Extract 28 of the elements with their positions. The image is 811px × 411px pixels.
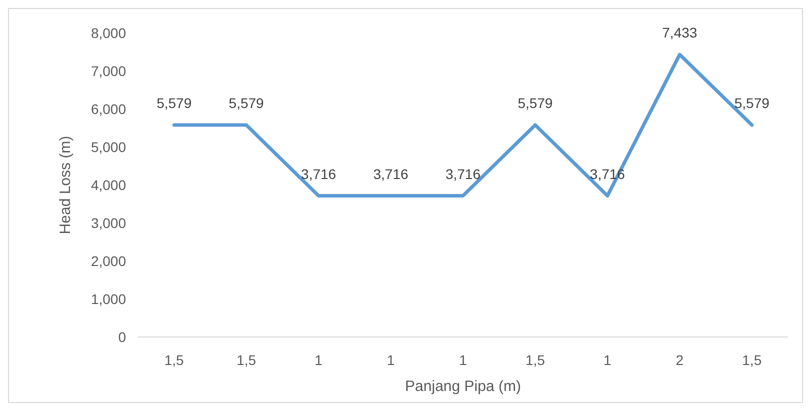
x-axis-title: Panjang Pipa (m): [405, 378, 521, 395]
x-tick-label: 1,5: [742, 352, 762, 368]
x-tick-label: 2: [676, 352, 684, 368]
x-tick-label: 1: [386, 352, 395, 368]
y-axis-title: Head Loss (m): [57, 136, 74, 234]
x-tick-label: 1,5: [525, 352, 546, 368]
y-tick-label: 8,000: [90, 24, 126, 41]
y-tick-label: 0: [118, 328, 126, 345]
data-label: 5,579: [156, 95, 192, 111]
data-label: 7,433: [662, 24, 698, 41]
data-label: 5,579: [228, 95, 264, 111]
x-tick-label: 1: [459, 352, 468, 368]
x-tick-label: 1,5: [164, 352, 184, 368]
data-label: 3,716: [301, 166, 336, 182]
y-tick-label: 2,000: [90, 252, 126, 269]
y-tick-label: 3,000: [90, 214, 126, 231]
data-label: 5,579: [518, 95, 553, 111]
y-tick-label: 4,000: [90, 176, 126, 193]
x-tick-label: 1,5: [236, 352, 256, 368]
y-tick-label: 6,000: [90, 100, 126, 117]
y-tick-label: 1,000: [90, 290, 126, 307]
y-tick-label: 5,000: [90, 138, 126, 155]
data-label: 3,716: [445, 166, 481, 182]
data-label: 3,716: [373, 166, 408, 182]
x-tick-label: 1: [604, 352, 612, 368]
data-label: 5,579: [734, 95, 770, 111]
y-tick-label: 7,000: [90, 62, 126, 79]
x-tick-label: 1: [314, 352, 323, 368]
